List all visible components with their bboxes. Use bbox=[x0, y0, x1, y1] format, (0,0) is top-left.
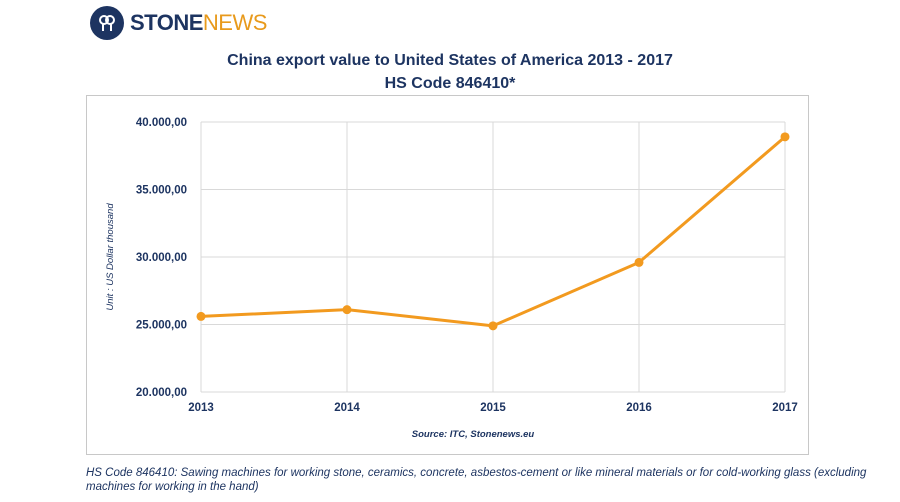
y-tick-label: 20.000,00 bbox=[136, 387, 187, 399]
x-tick-label: 2016 bbox=[626, 402, 652, 414]
logo-news-text: NEWS bbox=[202, 10, 268, 35]
x-tick-label: 2014 bbox=[334, 402, 360, 414]
line-chart: 20.000,00 25.000,00 30.000,00 35.000,00 40.0… bbox=[105, 117, 798, 440]
source-label: Source: ITC, Stonenews.eu bbox=[412, 429, 535, 440]
y-tick-label: 35.000,00 bbox=[136, 185, 187, 197]
x-tick-label: 2017 bbox=[772, 402, 798, 414]
data-point bbox=[488, 321, 498, 331]
stonenews-logo[interactable]: STONENEWS bbox=[90, 6, 267, 40]
data-point bbox=[780, 132, 790, 142]
y-tick-label: 30.000,00 bbox=[136, 252, 187, 264]
data-point bbox=[196, 311, 206, 321]
logo-wordmark: STONENEWS bbox=[130, 12, 267, 34]
chart-title: China export value to United States of A… bbox=[227, 52, 673, 69]
y-axis-title: Unit : US Dollar thousand bbox=[105, 203, 116, 311]
y-tick-label: 25.000,00 bbox=[136, 320, 187, 332]
x-tick-label: 2015 bbox=[480, 402, 506, 414]
y-tick-label: 40.000,00 bbox=[136, 117, 187, 129]
x-tick-label: 2013 bbox=[188, 402, 214, 414]
logo-stone-text: STONE bbox=[130, 10, 203, 35]
chart-frame: 20.000,00 25.000,00 30.000,00 35.000,00 40.0… bbox=[86, 95, 809, 455]
logo-badge-icon bbox=[90, 6, 124, 40]
hs-code-footnote: HS Code 846410: Sawing machines for work… bbox=[86, 467, 867, 493]
data-point bbox=[342, 305, 352, 315]
data-point bbox=[634, 257, 644, 267]
chart-subtitle: HS Code 846410* bbox=[384, 75, 516, 92]
